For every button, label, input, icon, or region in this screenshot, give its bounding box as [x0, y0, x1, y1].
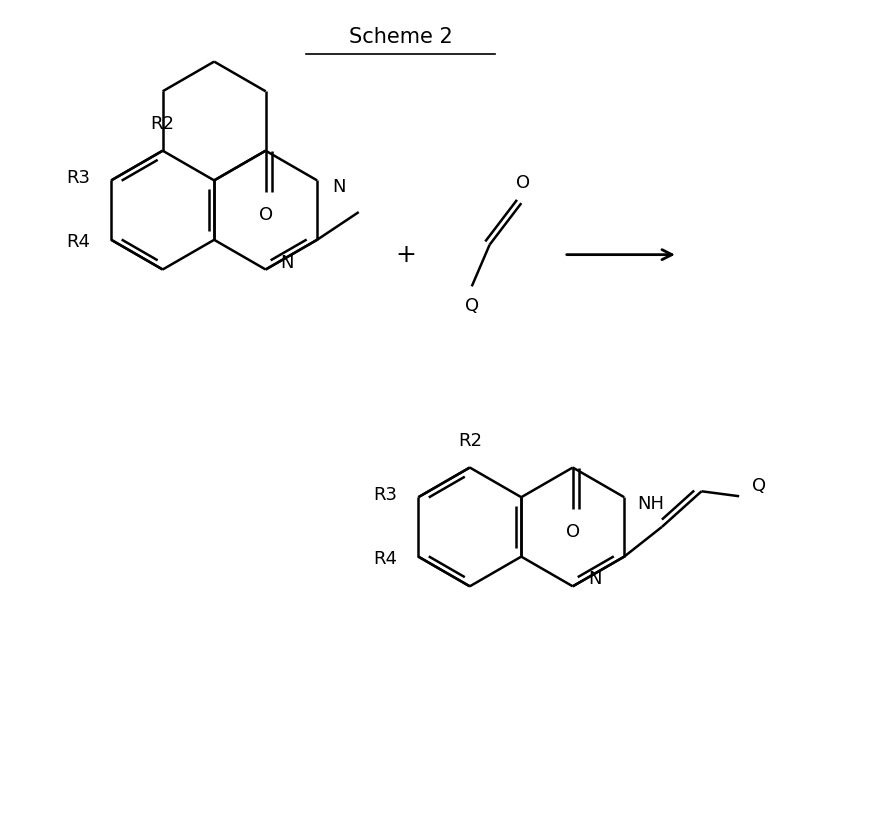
Text: Scheme 2: Scheme 2 — [349, 27, 452, 47]
Text: N: N — [280, 254, 294, 272]
Text: R4: R4 — [66, 233, 90, 251]
Text: Q: Q — [465, 297, 478, 315]
Text: R4: R4 — [374, 550, 398, 567]
Text: O: O — [565, 523, 580, 541]
Text: O: O — [259, 206, 272, 224]
Text: R2: R2 — [458, 432, 482, 450]
Text: O: O — [516, 174, 530, 193]
Text: R3: R3 — [66, 169, 90, 188]
Text: R2: R2 — [151, 115, 175, 133]
Text: N: N — [588, 571, 601, 588]
Text: Q: Q — [752, 478, 766, 495]
Text: R3: R3 — [374, 486, 398, 504]
Text: +: + — [395, 243, 416, 266]
Text: NH: NH — [637, 495, 665, 513]
Text: N: N — [332, 178, 346, 196]
